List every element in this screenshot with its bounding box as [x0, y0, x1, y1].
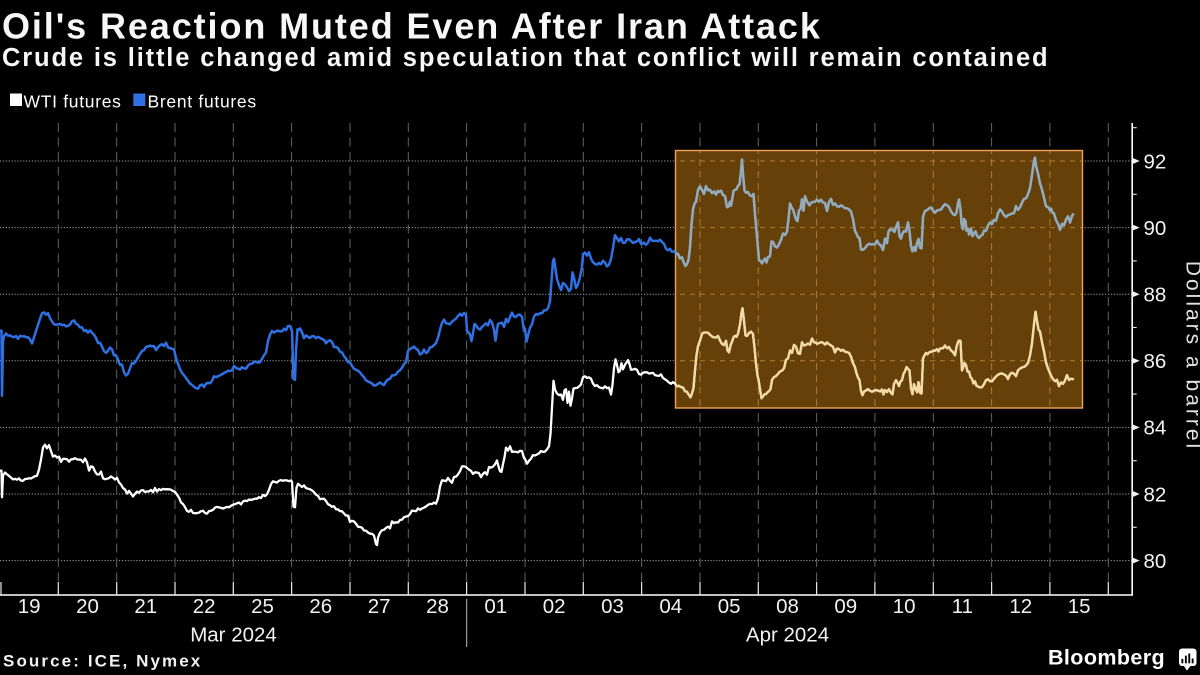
svg-text:15: 15 — [1068, 595, 1091, 618]
svg-text:26: 26 — [309, 595, 332, 618]
svg-text:Crude is little changed amid s: Crude is little changed amid speculation… — [2, 44, 1049, 72]
svg-text:Source: ICE, Nymex: Source: ICE, Nymex — [3, 652, 202, 671]
svg-text:09: 09 — [834, 595, 857, 618]
svg-text:12: 12 — [1009, 595, 1032, 618]
svg-text:Apr 2024: Apr 2024 — [746, 624, 829, 647]
svg-text:Brent futures: Brent futures — [148, 92, 257, 112]
svg-text:27: 27 — [368, 595, 391, 618]
svg-text:86: 86 — [1144, 350, 1167, 373]
svg-text:92: 92 — [1144, 150, 1167, 173]
svg-text:80: 80 — [1144, 550, 1167, 573]
svg-text:20: 20 — [76, 595, 99, 618]
svg-text:19: 19 — [18, 595, 41, 618]
svg-text:Oil's Reaction Muted Even Afte: Oil's Reaction Muted Even After Iran Att… — [2, 5, 822, 46]
svg-text:02: 02 — [543, 595, 566, 618]
svg-text:90: 90 — [1144, 217, 1167, 240]
svg-text:04: 04 — [659, 595, 682, 618]
svg-text:08: 08 — [776, 595, 799, 618]
svg-text:28: 28 — [426, 595, 449, 618]
svg-text:25: 25 — [251, 595, 274, 618]
svg-text:03: 03 — [601, 595, 624, 618]
svg-text:88: 88 — [1144, 284, 1167, 307]
svg-text:Dollars a barrel: Dollars a barrel — [1182, 261, 1200, 451]
svg-text:Mar 2024: Mar 2024 — [190, 624, 277, 647]
svg-text:01: 01 — [484, 595, 507, 618]
svg-text:10: 10 — [893, 595, 916, 618]
svg-text:22: 22 — [193, 595, 216, 618]
svg-text:84: 84 — [1144, 417, 1167, 440]
svg-text:05: 05 — [718, 595, 741, 618]
svg-text:Bloomberg: Bloomberg — [1048, 646, 1165, 670]
svg-text:11: 11 — [952, 595, 973, 618]
svg-text:21: 21 — [134, 595, 157, 618]
svg-text:WTI futures: WTI futures — [24, 92, 122, 112]
svg-text:82: 82 — [1144, 483, 1167, 506]
